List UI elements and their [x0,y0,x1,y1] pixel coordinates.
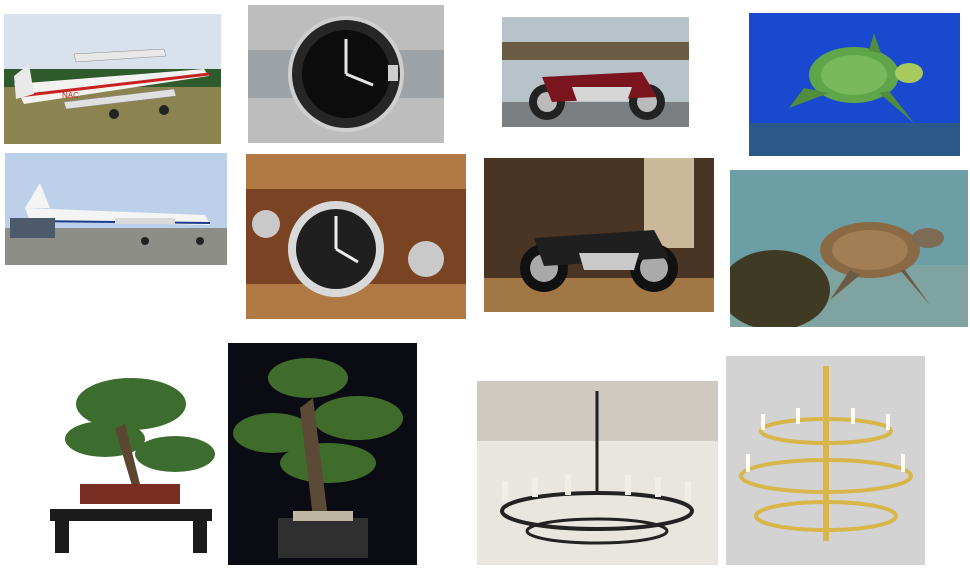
photo-brass-chandelier [726,356,925,565]
photo-motorcycle-garage [484,158,714,312]
photo-sea-turtle-blue [749,13,960,156]
photo-watch-leather-cuff [246,154,466,319]
reef-turtle-illustration [730,170,968,327]
garage-motorcycle-illustration [484,158,714,312]
photo-bonsai-stand [45,364,217,556]
photo-turboprop [5,153,227,265]
watch-illustration [248,5,444,143]
bonsai-stand-illustration [45,364,217,556]
biplane-illustration: NAC [4,14,221,144]
iron-chandelier-illustration [477,381,718,565]
bonsai-dark-illustration [228,343,417,565]
turtle-illustration [749,13,960,156]
photo-cruiser-motorcycle [502,17,689,127]
livery-text: NAC [62,91,79,100]
photo-bonsai-dark [228,343,417,565]
photo-sea-turtle-coral [730,170,968,327]
photo-biplane: NAC [4,14,221,144]
photo-iron-chandelier [477,381,718,565]
cuff-watch-illustration [246,154,466,319]
photo-dive-watch [248,5,444,143]
motorcycle-illustration [502,17,689,127]
turboprop-illustration [5,153,227,265]
brass-chandelier-illustration [726,356,925,565]
